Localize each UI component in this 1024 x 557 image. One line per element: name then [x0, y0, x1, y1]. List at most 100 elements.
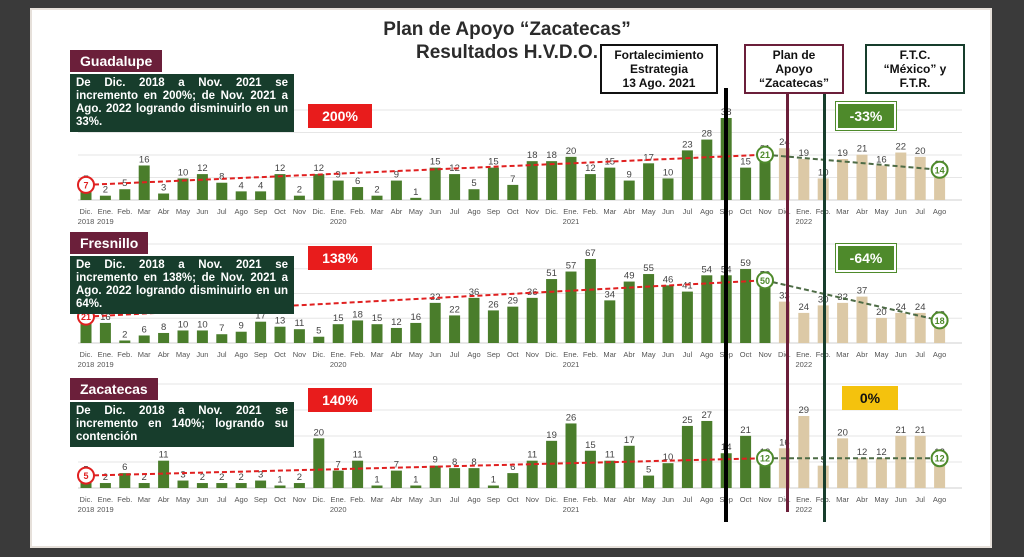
- data-label: 67: [585, 248, 596, 259]
- data-label: 1: [277, 475, 282, 486]
- tick-label: Ene.: [98, 350, 113, 359]
- tick-label: Nov: [526, 350, 540, 359]
- bar: [158, 332, 170, 343]
- bar: [449, 315, 461, 343]
- tick-label: Dic.: [545, 207, 558, 216]
- year-label: 2018: [78, 505, 95, 514]
- bar: [856, 154, 868, 200]
- tick-label: May: [642, 350, 656, 359]
- data-label: 32: [430, 292, 441, 303]
- tick-label: Jul: [217, 350, 227, 359]
- bar: [196, 174, 208, 200]
- bar: [468, 189, 480, 200]
- tick-label: Jun: [895, 207, 907, 216]
- bar: [662, 178, 674, 200]
- tick-label: Abr: [391, 350, 403, 359]
- circled-value: 18: [935, 316, 945, 326]
- data-label: 51: [546, 268, 557, 279]
- tick-label: Ene.: [563, 495, 578, 504]
- bar: [681, 291, 693, 343]
- bar: [255, 321, 267, 343]
- bar: [177, 330, 189, 343]
- tick-label: Jul: [683, 207, 693, 216]
- circled-value-marker: [77, 466, 95, 485]
- note-guadalupe: De Dic. 2018 a Nov. 2021 se incremento e…: [70, 74, 294, 132]
- data-label: 29: [508, 296, 519, 307]
- bar: [662, 463, 674, 488]
- data-label: 8: [471, 457, 476, 468]
- bar: [371, 485, 383, 488]
- bar: [99, 483, 111, 488]
- tick-label: Dic.: [80, 350, 93, 359]
- plan-marker-line: [786, 92, 789, 512]
- tick-label: Sep: [254, 207, 267, 216]
- data-label: 20: [314, 427, 325, 438]
- data-label: 12: [857, 447, 868, 458]
- bar: [565, 271, 577, 343]
- data-label: 17: [643, 152, 654, 163]
- change-after-fresnillo: -64%: [835, 243, 897, 273]
- data-label: 11: [527, 450, 537, 461]
- year-label: 2018: [78, 360, 95, 369]
- data-label: 17: [624, 435, 635, 446]
- year-label: 2019: [97, 505, 114, 514]
- ftc-label: F.T.C. “México” y F.T.R.: [865, 44, 965, 94]
- data-label: 34: [605, 289, 616, 300]
- bar: [740, 269, 752, 343]
- bar: [99, 322, 111, 343]
- data-label: 9: [239, 321, 244, 332]
- bar: [216, 182, 228, 200]
- data-label: 12: [197, 163, 208, 174]
- circled-value-marker: [930, 449, 949, 468]
- data-label: 27: [702, 410, 713, 421]
- bar: [643, 475, 655, 488]
- data-label: 8: [219, 172, 224, 183]
- tick-label: Jun: [662, 495, 674, 504]
- bar: [604, 167, 616, 200]
- tick-label: Jun: [429, 207, 441, 216]
- bar: [934, 169, 946, 200]
- data-label: 1: [374, 475, 379, 486]
- tick-label: Nov: [293, 350, 307, 359]
- bar: [565, 156, 577, 200]
- data-label: 15: [372, 313, 383, 324]
- note-zacatecas: De Dic. 2018 a Nov. 2021 se incremento e…: [70, 402, 294, 447]
- data-label: 17: [255, 311, 266, 322]
- data-label: 24: [896, 302, 907, 313]
- bar: [390, 327, 402, 343]
- tick-label: Nov: [293, 495, 307, 504]
- data-label: 7: [336, 460, 341, 471]
- tick-label: Ago: [700, 495, 713, 504]
- bar: [623, 180, 635, 200]
- bar: [875, 458, 887, 488]
- data-label: 24: [799, 302, 810, 313]
- data-label: 11: [605, 450, 615, 461]
- circled-value: 12: [935, 454, 945, 464]
- tick-label: Jul: [683, 350, 693, 359]
- region-zacatecas: Zacatecas: [70, 378, 158, 400]
- data-label: 2: [297, 185, 302, 196]
- bar: [410, 322, 422, 343]
- tick-label: Jun: [662, 350, 674, 359]
- bar: [740, 167, 752, 200]
- bar: [390, 470, 402, 488]
- data-label: 2: [103, 472, 108, 483]
- tick-label: Feb.: [350, 207, 365, 216]
- bar: [934, 320, 946, 343]
- tick-label: Jun: [429, 495, 441, 504]
- data-label: 15: [488, 157, 499, 168]
- data-label: 46: [663, 274, 674, 285]
- tick-label: Jul: [683, 495, 693, 504]
- tick-label: Ene.: [563, 207, 578, 216]
- tick-label: Jun: [429, 350, 441, 359]
- data-label: 11: [159, 450, 169, 461]
- tick-label: Dic.: [80, 207, 93, 216]
- bar: [643, 163, 655, 200]
- data-label: 6: [510, 462, 515, 473]
- bar: [332, 470, 344, 488]
- tick-label: Feb.: [350, 495, 365, 504]
- tick-label: Ago: [700, 207, 713, 216]
- tick-label: Abr: [158, 207, 170, 216]
- tick-label: Ago: [933, 207, 946, 216]
